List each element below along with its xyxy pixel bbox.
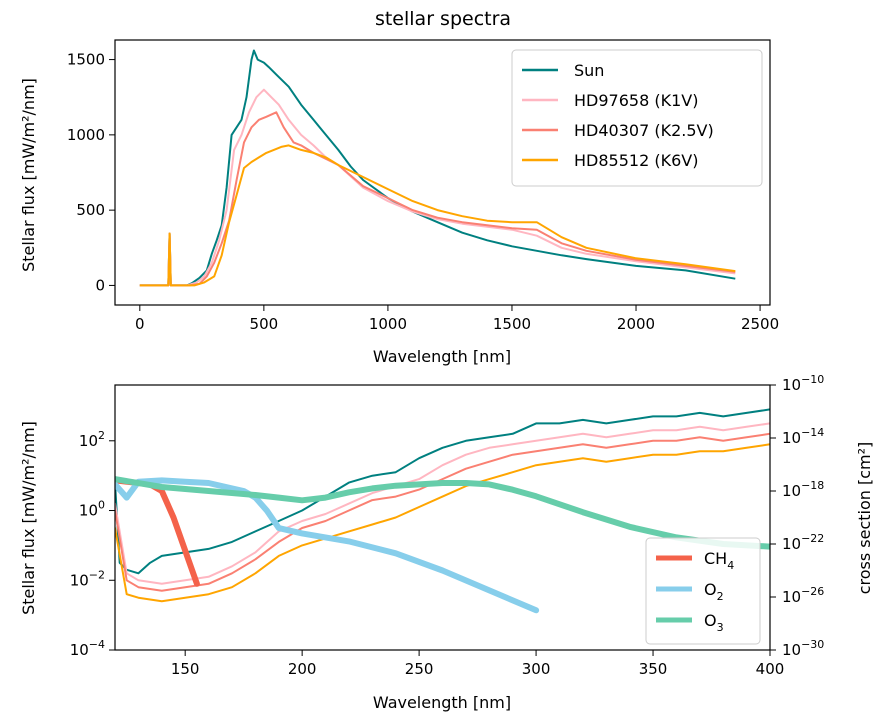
legend-label-o2: O2	[704, 580, 724, 603]
x-tick-label: 300	[522, 660, 551, 678]
top-legend: Sun HD97658 (K1V) HD40307 (K2.5V) HD85512 (…	[511, 49, 763, 187]
x-tick-label: 2000	[617, 315, 655, 333]
y-tick-label: 102	[79, 429, 105, 450]
bottom-y2-axis-label: cross section [cm²]	[855, 442, 874, 595]
legend-label-hd97658-k1v: HD97658 (K1V)	[574, 91, 698, 110]
bottom-plot: 150 200 250 300 350 400 10−4 10−2 100 102 10−30 10−…	[19, 373, 874, 712]
y2-tick-label: 10−26	[782, 585, 824, 606]
x-tick-label: 500	[250, 315, 279, 333]
y-tick-label: 0	[95, 276, 105, 294]
top-x-axis-label: Wavelength [nm]	[373, 347, 511, 366]
y2-tick-label: 10−10	[782, 373, 824, 394]
bottom-plot-frame	[114, 384, 771, 651]
series-line-hd97658-k1v	[115, 422, 770, 585]
y-tick-label: 10−4	[70, 638, 105, 659]
y-tick-label: 10−2	[70, 568, 105, 589]
x-tick-label: 250	[405, 660, 434, 678]
y-tick-label: 1000	[67, 126, 105, 144]
top-ticks: 0 500 1000 1500 2000 2500 0 500 1000 1500	[67, 51, 779, 333]
y-tick-label: 1500	[67, 51, 105, 69]
bottom-x-axis-label: Wavelength [nm]	[373, 693, 511, 712]
y2-tick-label: 10−14	[782, 426, 824, 447]
y2-tick-label: 10−30	[782, 638, 824, 659]
legend-box	[511, 49, 763, 187]
bottom-y-axis-label: Stellar flux [mW/m²/nm]	[19, 421, 38, 615]
legend-label-ch4: CH4	[704, 549, 734, 572]
x-tick-label: 150	[171, 660, 200, 678]
bottom-series-group	[115, 408, 770, 614]
series-line-sun	[115, 408, 770, 575]
bottom-ticks: 150 200 250 300 350 400 10−4 10−2 100 102 10−30 10−…	[70, 373, 825, 678]
top-series-group	[139, 49, 736, 287]
series-line-o3	[115, 476, 770, 550]
legend-label-o3: O3	[704, 611, 724, 634]
y2-tick-label: 10−22	[782, 532, 824, 553]
legend-label-sun: Sun	[574, 61, 604, 80]
chart-title: stellar spectra	[375, 8, 511, 30]
x-tick-label: 400	[756, 660, 785, 678]
x-tick-label: 0	[135, 315, 145, 333]
y2-tick-label: 10−18	[782, 479, 824, 500]
series-line-hd97658-k1v	[139, 88, 736, 287]
series-line-hd85512-k6v	[139, 144, 736, 287]
x-tick-label: 1000	[369, 315, 407, 333]
x-tick-label: 1500	[493, 315, 531, 333]
series-line-sun	[139, 49, 736, 287]
top-y-axis-label: Stellar flux [mW/m²/nm]	[19, 78, 38, 272]
y-tick-label: 500	[76, 201, 105, 219]
bottom-legend: CH4 O2 O3	[645, 537, 761, 645]
y-tick-label: 100	[79, 499, 105, 520]
top-plot: 0 500 1000 1500 2000 2500 0 500 1000 1500 Wavelen…	[19, 39, 779, 366]
x-tick-label: 2500	[741, 315, 779, 333]
series-line-hd85512-k6v	[115, 443, 770, 603]
x-tick-label: 200	[288, 660, 317, 678]
top-plot-frame	[114, 39, 771, 306]
legend-label-hd40307-k2-5v: HD40307 (K2.5V)	[574, 121, 714, 140]
legend-label-hd85512-k6v: HD85512 (K6V)	[574, 151, 698, 170]
x-tick-label: 350	[639, 660, 668, 678]
